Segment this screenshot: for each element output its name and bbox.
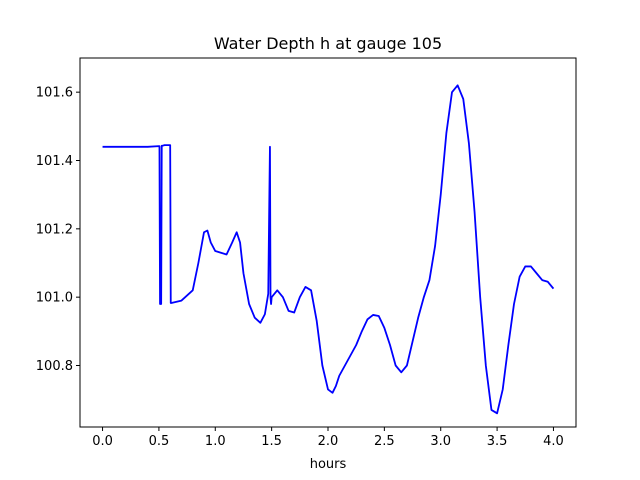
x-tick-label: 3.5 xyxy=(487,434,508,449)
x-tick-label: 3.0 xyxy=(430,434,451,449)
series-line-1 xyxy=(102,84,555,415)
x-tick-label: 0.5 xyxy=(149,434,170,449)
x-tick-label: 4.0 xyxy=(543,434,564,449)
x-tick-label: 0.0 xyxy=(92,434,113,449)
x-tick-label: 1.5 xyxy=(261,434,282,449)
x-tick-label: 1.0 xyxy=(205,434,226,449)
y-tick-label: 100.8 xyxy=(36,359,73,374)
y-tick-label: 101.6 xyxy=(36,86,73,101)
x-tick-label: 2.5 xyxy=(374,434,395,449)
y-tick-label: 101.0 xyxy=(36,291,73,306)
y-axis: 100.8 101.0 101.2 101.4 101.6 xyxy=(36,86,80,374)
x-axis-label: hours xyxy=(310,457,347,472)
x-tick-label: 2.0 xyxy=(318,434,339,449)
y-tick-label: 101.4 xyxy=(36,154,73,169)
y-tick-label: 101.2 xyxy=(36,222,73,237)
chart-title: Water Depth h at gauge 105 xyxy=(214,34,442,53)
x-axis: 0.0 0.5 1.0 1.5 2.0 2.5 3.0 3.5 4.0 xyxy=(92,427,564,449)
